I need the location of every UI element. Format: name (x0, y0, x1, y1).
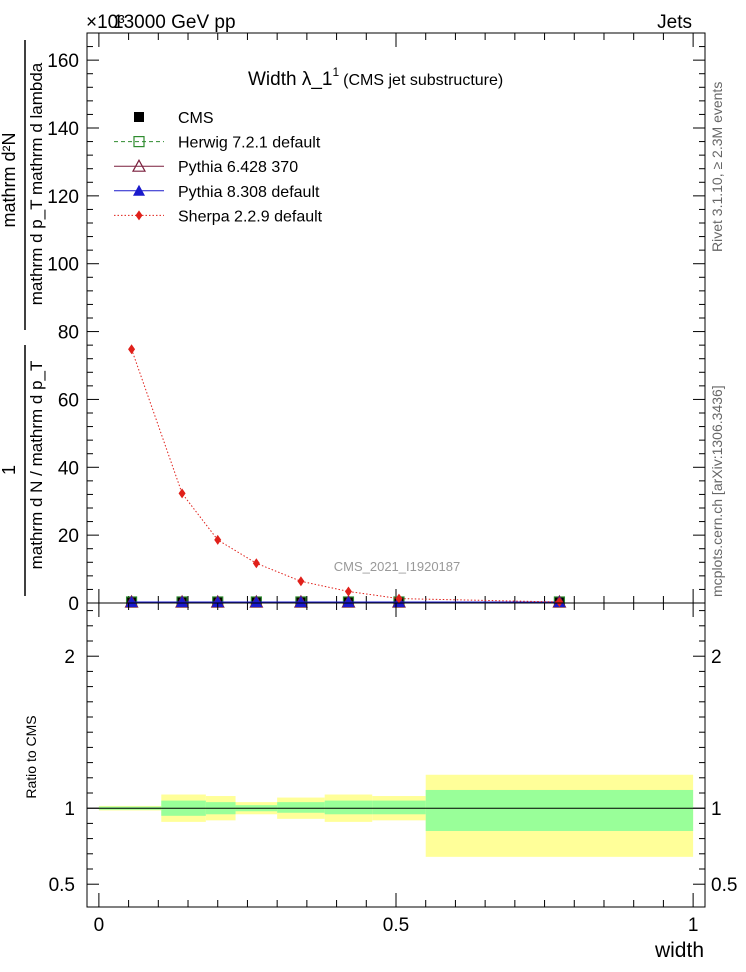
process-label: Jets (657, 12, 692, 33)
side-label-mcplots: mcplots.cern.ch [arXiv:1306.3436] (709, 385, 725, 597)
data-point (297, 576, 305, 587)
data-point (395, 593, 403, 604)
title-main: Width λ_1 (248, 69, 332, 90)
y-label-bottom-num: 1 (0, 465, 19, 475)
data-point (176, 595, 189, 607)
title-sub: (CMS jet substructure) (343, 72, 503, 89)
x-tick-label: 0.5 (383, 915, 409, 936)
legend-entry: Pythia 8.308 default (178, 184, 320, 201)
y-label-top-den: mathrm d p_T mathrm d lambda (27, 62, 46, 305)
data-point (252, 558, 260, 569)
ratio-band-stat (324, 800, 373, 815)
ratio-tick-label-right: 2 (711, 647, 722, 668)
y-tick-label: 140 (47, 119, 79, 140)
main-panel: 0 20 40 60 80 100 120 140 160 (47, 32, 706, 615)
legend-marker (133, 136, 145, 148)
ratio-frame (86, 602, 706, 908)
side-label-rivet: Rivet 3.1.10, ≥ 2.3M events (709, 82, 725, 252)
legend-entry: CMS (178, 110, 214, 127)
legend-marker (135, 210, 143, 221)
x-axis-label: width (654, 939, 704, 962)
y-label-top-num: mathrm d²N (0, 132, 19, 227)
data-point (250, 595, 263, 607)
data-point (294, 595, 307, 607)
data-point (214, 534, 222, 545)
ratio-band-stat (425, 789, 694, 831)
ratio-band-stat (277, 802, 325, 813)
labels: 13000 GeV pp ×10³ Jets Width λ_11 (CMS je… (0, 12, 725, 962)
ratio-tick-label-right: 1 (711, 799, 722, 820)
y-tick-label: 120 (47, 187, 79, 208)
data-point (211, 595, 224, 607)
y-tick-label: 60 (58, 390, 79, 411)
y-tick-label: 40 (58, 458, 79, 479)
data-point (178, 488, 186, 499)
title: Width λ_11 (CMS jet substructure) (248, 65, 503, 90)
legend-marker (133, 184, 145, 196)
y-tick-label: 100 (47, 255, 79, 276)
legend-entry: Sherpa 2.2.9 default (178, 208, 323, 225)
x-tick-label: 0 (94, 915, 105, 936)
x-tick-label: 1 (688, 915, 699, 936)
data-point (128, 344, 136, 355)
legend: CMS Herwig 7.2.1 default Pythia 6.428 370 P… (114, 110, 323, 225)
data-point (342, 595, 355, 607)
legend-marker (134, 112, 144, 122)
ratio-panel: 0 0.5 1 0.5 0.5 1 1 2 2 (49, 602, 737, 936)
data-point (344, 586, 352, 597)
legend-entry: Herwig 7.2.1 default (178, 135, 321, 152)
y-tick-label: 80 (58, 323, 79, 344)
energy-label: 13000 GeV pp (113, 12, 236, 33)
ratio-tick-label: 1 (64, 799, 75, 820)
y-tick-label: 0 (68, 594, 79, 615)
legend-marker (131, 158, 147, 172)
y-tick-label: 20 (58, 526, 79, 547)
ratio-y-axis-label: Ratio to CMS (23, 715, 39, 798)
ratio-tick-label: 2 (64, 647, 75, 668)
ratio-band-stat (372, 800, 426, 815)
legend-entry: Pythia 6.428 370 (178, 159, 298, 176)
title-sup: 1 (332, 65, 339, 79)
ratio-tick-label: 0.5 (49, 875, 75, 896)
y-axis-label: 1 mathrm d N / mathrm d p_T mathrm d²N m… (0, 40, 46, 596)
exponent-label: ×10³ (86, 12, 125, 33)
ratio-tick-label-right: 0.5 (711, 875, 737, 896)
analysis-id: CMS_2021_I1920187 (334, 559, 461, 574)
series-line (131, 349, 560, 603)
y-tick-label: 160 (47, 51, 79, 72)
data-point (555, 596, 563, 607)
y-label-bottom-den: mathrm d N / mathrm d p_T (27, 361, 46, 570)
